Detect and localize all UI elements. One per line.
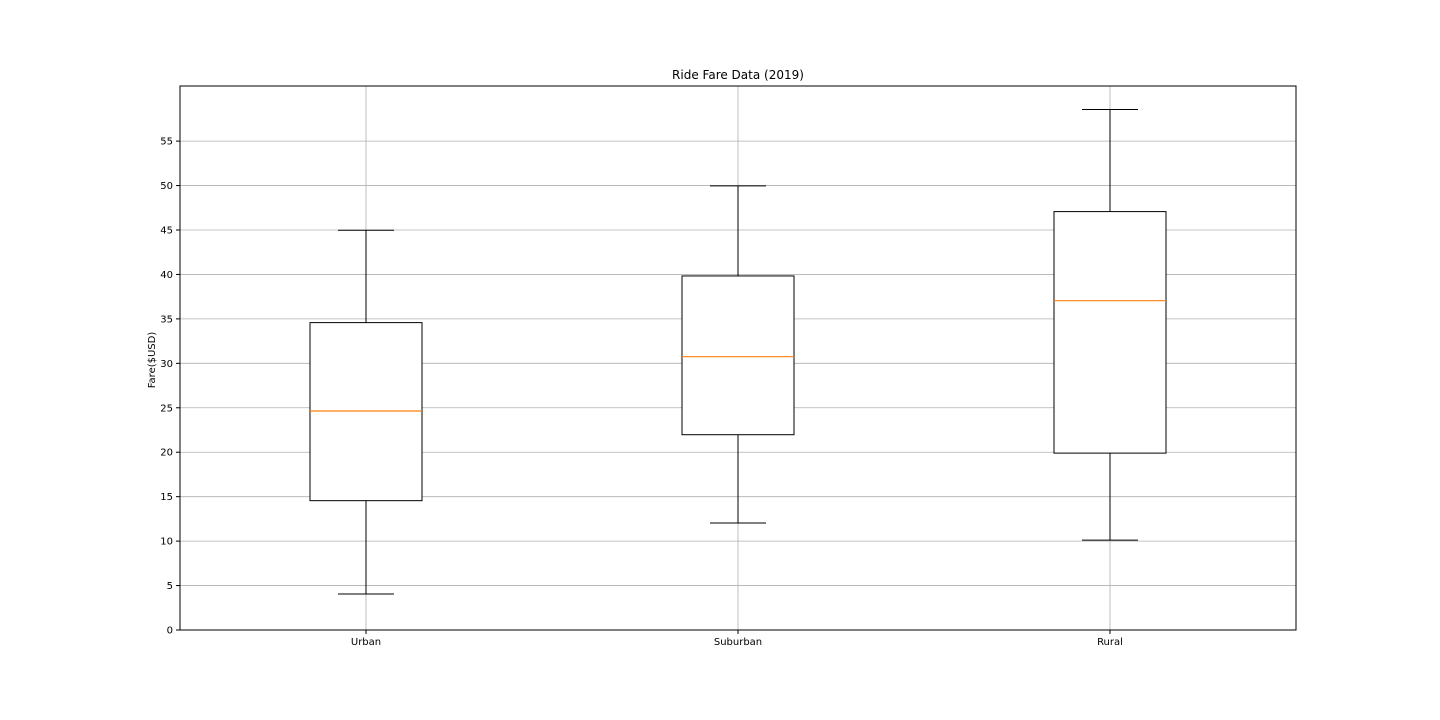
box-urban (309, 229, 423, 595)
y-tick-label: 55 (160, 137, 173, 148)
y-tick-label: 20 (160, 448, 173, 459)
y-tick-label: 50 (160, 181, 173, 192)
x-tick-label: Suburban (714, 637, 762, 648)
y-tick-label: 25 (160, 403, 173, 414)
chart-title: Ride Fare Data (2019) (672, 68, 804, 82)
y-tick-label: 5 (167, 581, 173, 592)
x-tick-label: Rural (1097, 637, 1123, 648)
y-tick-label: 40 (160, 270, 173, 281)
iqr-box (309, 322, 423, 502)
box-suburban (681, 185, 795, 524)
iqr-box (1053, 211, 1167, 454)
y-tick-label: 30 (160, 359, 173, 370)
iqr-box (681, 275, 795, 436)
y-tick-label: 15 (160, 492, 173, 503)
y-tick-label: 35 (160, 314, 173, 325)
y-axis-label: Fare($USD) (147, 332, 158, 389)
ticks: 0 5 10 15 20 25 30 35 40 45 50 55 Urban Suburban Rural (160, 137, 1123, 648)
y-tick-label: 45 (160, 226, 173, 237)
y-tick-label: 0 (167, 626, 173, 637)
y-tick-label: 10 (160, 537, 173, 548)
box-rural (1053, 109, 1167, 541)
x-tick-label: Urban (351, 637, 381, 648)
boxes (309, 109, 1167, 595)
